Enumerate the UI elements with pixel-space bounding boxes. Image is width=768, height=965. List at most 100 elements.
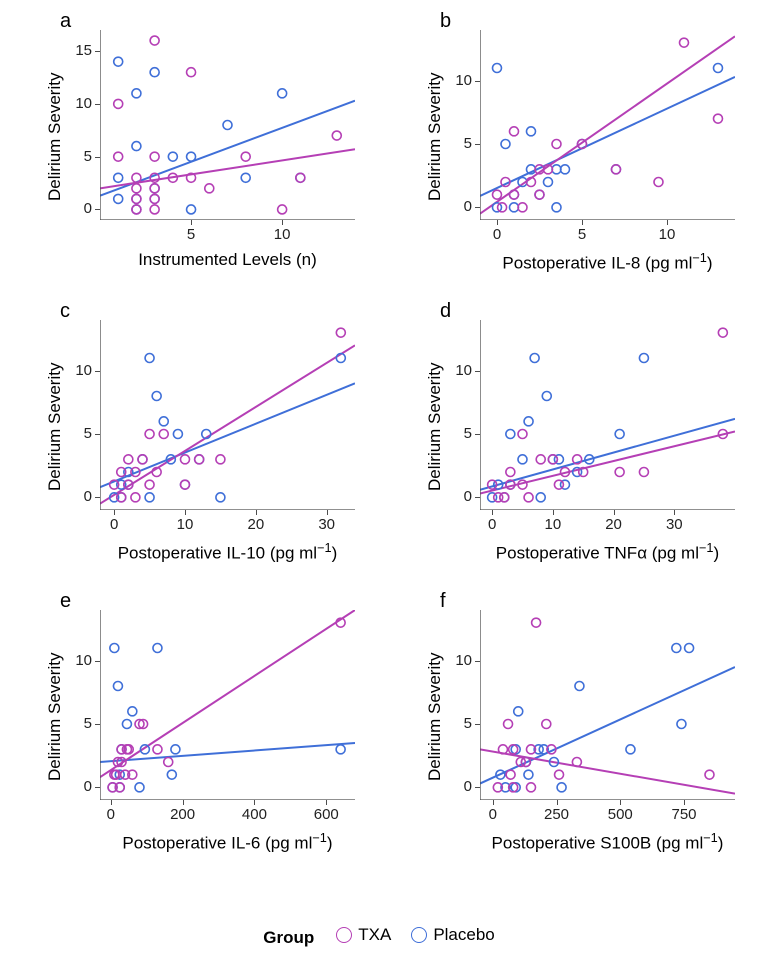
data-point	[113, 682, 122, 691]
data-point	[714, 64, 723, 73]
data-point	[114, 99, 123, 108]
x-tick	[582, 220, 583, 225]
data-point	[278, 89, 287, 98]
data-point	[132, 89, 141, 98]
line-txa	[480, 36, 735, 213]
x-tick-label: 200	[168, 806, 198, 823]
plot-area	[480, 610, 735, 800]
x-tick-label: 30	[659, 516, 689, 533]
data-point	[500, 493, 509, 502]
panel-letter-b: b	[440, 10, 451, 33]
y-axis-label: Delirium Severity	[425, 363, 445, 491]
data-point	[524, 770, 533, 779]
data-point	[677, 720, 686, 729]
data-point	[114, 194, 123, 203]
x-tick	[282, 220, 283, 225]
y-tick	[95, 434, 100, 435]
data-point	[150, 36, 159, 45]
data-point	[714, 114, 723, 123]
data-point	[135, 783, 144, 792]
data-point	[181, 455, 190, 464]
data-point	[150, 205, 159, 214]
data-point	[150, 194, 159, 203]
plot-area	[100, 30, 355, 220]
x-tick	[493, 800, 494, 805]
panel-e	[100, 610, 355, 800]
x-tick-label: 0	[99, 516, 129, 533]
data-point	[680, 38, 689, 47]
y-axis-label: Delirium Severity	[45, 363, 65, 491]
x-tick	[111, 800, 112, 805]
data-point	[128, 707, 137, 716]
panel-letter-e: e	[60, 590, 71, 613]
data-point	[205, 184, 214, 193]
y-axis-label: Delirium Severity	[425, 653, 445, 781]
x-axis-label: Postoperative S100B (pg ml−1)	[488, 830, 728, 854]
y-axis-label: Delirium Severity	[45, 653, 65, 781]
y-tick	[475, 434, 480, 435]
x-tick	[114, 510, 115, 515]
data-point	[518, 455, 527, 464]
legend-swatch	[411, 927, 427, 943]
data-point	[187, 205, 196, 214]
data-point	[159, 417, 168, 426]
data-point	[542, 392, 551, 401]
data-point	[552, 165, 561, 174]
data-point	[159, 430, 168, 439]
data-point	[510, 127, 519, 136]
data-point	[548, 455, 557, 464]
data-point	[124, 455, 133, 464]
y-tick	[475, 207, 480, 208]
legend-label: Placebo	[433, 925, 494, 945]
x-tick-label: 750	[669, 806, 699, 823]
data-point	[524, 417, 533, 426]
figure-container: 510051015aDelirium SeverityInstrumented …	[0, 0, 768, 965]
y-tick	[95, 724, 100, 725]
x-tick	[492, 510, 493, 515]
panel-letter-f: f	[440, 590, 446, 613]
data-point	[132, 194, 141, 203]
x-tick	[497, 220, 498, 225]
data-point	[506, 770, 515, 779]
data-point	[530, 354, 539, 363]
data-point	[536, 493, 545, 502]
line-placebo	[480, 419, 735, 490]
data-point	[518, 203, 527, 212]
data-point	[506, 468, 515, 477]
y-tick	[95, 209, 100, 210]
data-point	[612, 165, 621, 174]
data-point	[122, 720, 131, 729]
x-tick-label: 0	[96, 806, 126, 823]
x-tick	[620, 800, 621, 805]
legend: GroupTXAPlacebo	[0, 925, 768, 948]
data-point	[145, 493, 154, 502]
x-tick-label: 10	[652, 226, 682, 243]
panel-d	[480, 320, 735, 510]
panel-letter-a: a	[60, 10, 71, 33]
y-tick-label: 15	[60, 42, 92, 59]
x-tick-label: 30	[312, 516, 342, 533]
x-tick	[185, 510, 186, 515]
data-point	[152, 392, 161, 401]
panel-letter-c: c	[60, 300, 70, 323]
data-point	[504, 720, 513, 729]
x-tick-label: 20	[599, 516, 629, 533]
x-tick-label: 600	[311, 806, 341, 823]
panel-c	[100, 320, 355, 510]
data-point	[216, 493, 225, 502]
x-axis-label: Postoperative IL-10 (pg ml−1)	[108, 540, 348, 564]
data-point	[171, 745, 180, 754]
data-point	[506, 430, 515, 439]
data-point	[615, 468, 624, 477]
data-point	[685, 644, 694, 653]
data-point	[557, 783, 566, 792]
data-point	[150, 68, 159, 77]
legend-item-txa: TXA	[336, 925, 391, 945]
data-point	[654, 178, 663, 187]
y-tick	[475, 371, 480, 372]
x-tick	[684, 800, 685, 805]
data-point	[510, 190, 519, 199]
data-point	[131, 493, 140, 502]
x-tick	[667, 220, 668, 225]
panel-a	[100, 30, 355, 220]
